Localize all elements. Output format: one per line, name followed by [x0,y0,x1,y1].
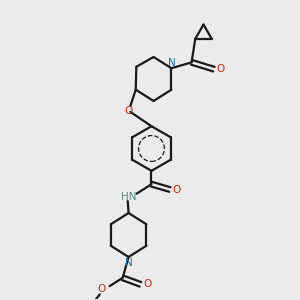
Text: O: O [216,64,225,74]
Text: O: O [125,106,133,116]
Text: N: N [167,58,175,68]
Text: N: N [125,258,133,268]
Text: O: O [143,279,151,289]
Text: HN: HN [122,192,137,202]
Text: O: O [172,184,181,194]
Text: O: O [98,284,106,294]
